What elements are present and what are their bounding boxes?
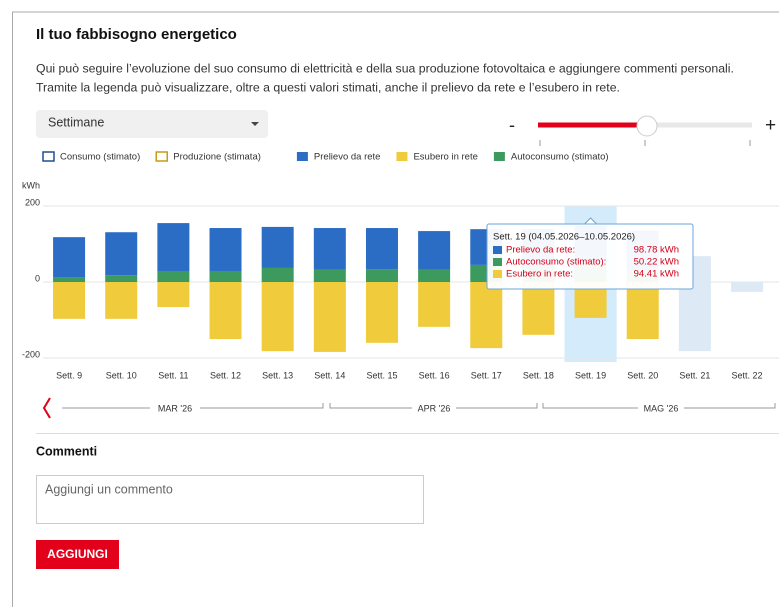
bar <box>365 269 398 282</box>
bar <box>418 282 451 327</box>
bar <box>157 223 190 271</box>
legend-swatch <box>155 151 168 162</box>
legend-swatch <box>42 151 55 162</box>
bar <box>105 232 138 276</box>
add-button-text[interactable]: AGGIUNGI <box>47 547 108 561</box>
x-tick-label: Sett. 15 <box>366 370 397 380</box>
dropdown-text[interactable]: Settimane <box>48 115 104 129</box>
tooltip <box>486 223 694 290</box>
bar <box>105 282 138 319</box>
bar <box>313 282 346 352</box>
x-tick-label: Sett. 11 <box>158 370 188 380</box>
legend-swatch <box>296 152 308 161</box>
y-tick-label: 200 <box>25 197 40 207</box>
bar <box>313 269 346 282</box>
x-tick-label: Sett. 20 <box>627 370 658 380</box>
intro-line: Tramite la legenda può visualizzare, olt… <box>36 80 620 94</box>
intro-line: Qui può seguire l’evoluzione del suo con… <box>36 61 734 75</box>
bar <box>365 228 398 270</box>
bar <box>261 282 294 352</box>
x-tick-label: Sett. 18 <box>523 370 554 380</box>
legend-label: Autoconsumo (stimato) <box>511 152 609 163</box>
month-label: MAG '26 <box>644 403 679 413</box>
timeline-lines <box>62 403 776 409</box>
forecast-bar <box>731 282 764 292</box>
add-button[interactable] <box>36 540 119 569</box>
x-tick-label: Sett. 14 <box>314 370 345 380</box>
bar <box>418 231 451 270</box>
zoom-in[interactable]: + <box>765 115 776 136</box>
bar <box>522 282 555 335</box>
tooltip-swatch <box>493 270 502 278</box>
y-axis-label: kWh <box>22 180 40 190</box>
bar <box>157 270 190 282</box>
tooltip-swatch <box>493 258 502 266</box>
tooltip-pointer <box>583 217 598 226</box>
x-tick-label: Sett. 9 <box>56 370 82 380</box>
title: Il tuo fabbisogno energetico <box>36 26 237 43</box>
legend-label: Prelievo da rete <box>314 152 381 163</box>
bar <box>365 282 398 343</box>
bar <box>105 275 138 282</box>
tooltip-value: 98.78 kWh <box>634 245 679 256</box>
legend-swatch <box>396 152 408 161</box>
x-tick-label: Sett. 13 <box>262 370 293 380</box>
dropdown-box[interactable] <box>36 110 268 138</box>
slider-knob[interactable] <box>636 115 658 137</box>
x-tick-label: Sett. 12 <box>210 370 241 380</box>
y-tick-label: 0 <box>35 273 40 283</box>
tooltip-label: Esubero in rete: <box>506 269 573 280</box>
comment-placeholder[interactable]: Aggiungi un commento <box>45 482 173 496</box>
x-tick-label: Sett. 10 <box>106 370 137 380</box>
tooltip-label: Prelievo da rete: <box>506 245 575 256</box>
legend-label: Produzione (stimata) <box>173 152 261 163</box>
tooltip-label: Autoconsumo (stimato): <box>506 257 606 268</box>
comment-input[interactable] <box>36 475 424 524</box>
tooltip-value: 94.41 kWh <box>634 269 679 280</box>
x-tick-label: Sett. 22 <box>732 370 763 380</box>
tooltip-swatch <box>493 246 502 254</box>
y-tick-label: -200 <box>22 349 40 359</box>
prev-arrow[interactable] <box>42 397 51 419</box>
bar <box>53 282 86 319</box>
dropdown-arrow[interactable] <box>251 122 259 126</box>
bar <box>418 269 451 282</box>
bar <box>209 270 242 282</box>
bar <box>53 277 86 282</box>
zoom-out[interactable]: - <box>509 115 515 135</box>
legend-label: Consumo (stimato) <box>60 152 140 163</box>
tooltip-title: Sett. 19 (04.05.2026–10.05.2026) <box>493 232 635 243</box>
month-label: MAR '26 <box>158 403 192 413</box>
bar <box>626 282 659 339</box>
bar <box>209 282 242 339</box>
x-tick-label: Sett. 16 <box>419 370 450 380</box>
bar <box>470 282 503 349</box>
x-tick-label: Sett. 17 <box>471 370 502 380</box>
timeline <box>62 403 776 409</box>
tooltip-value: 50.22 kWh <box>634 257 679 268</box>
bar <box>261 267 294 282</box>
month-label: APR '26 <box>418 403 451 413</box>
legend-swatch <box>493 152 505 161</box>
legend-label: Esubero in rete <box>413 152 477 163</box>
comments-title: Commenti <box>36 444 97 458</box>
bar <box>209 228 242 271</box>
bar <box>157 282 190 308</box>
bar <box>261 226 294 268</box>
period-dropdown[interactable]: Settimane <box>36 110 268 138</box>
bar <box>313 228 346 270</box>
x-tick-label: Sett. 19 <box>575 370 606 380</box>
forecast-bar <box>678 282 711 352</box>
bar <box>53 237 86 278</box>
x-tick-label: Sett. 21 <box>679 370 710 380</box>
